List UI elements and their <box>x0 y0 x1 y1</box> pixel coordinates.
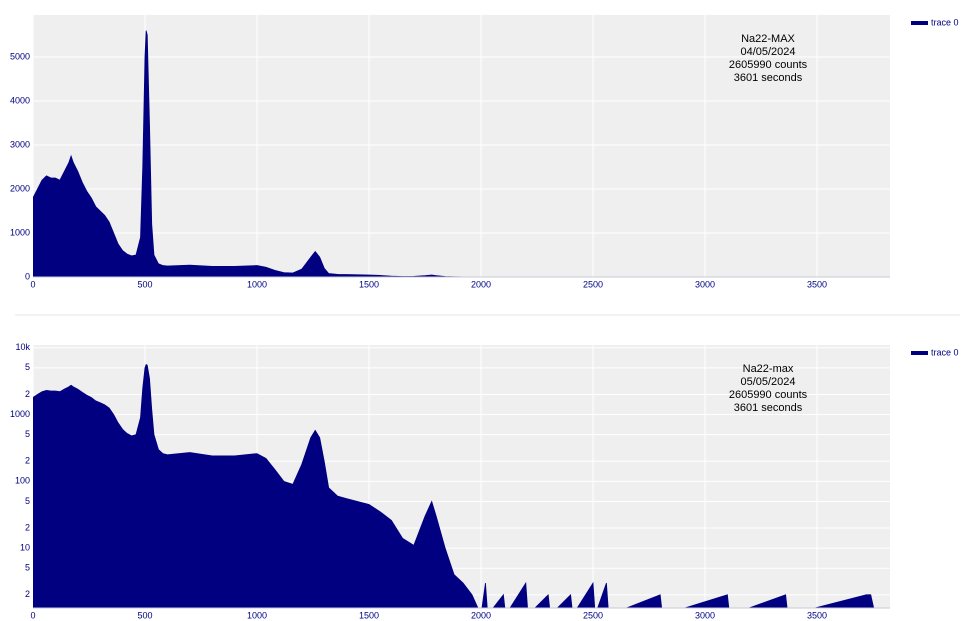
annotation: 04/05/2024 <box>740 46 795 58</box>
y-tick-label: 2 <box>25 389 30 399</box>
x-tick-label: 1500 <box>359 279 379 289</box>
x-tick-label: 3000 <box>695 610 715 620</box>
annotation: 2605990 counts <box>729 389 808 401</box>
x-tick-label: 500 <box>137 610 152 620</box>
x-tick-label: 2000 <box>471 610 491 620</box>
x-tick-label: 2500 <box>583 610 603 620</box>
x-tick-label: 1000 <box>247 610 267 620</box>
x-tick-label: 2500 <box>583 279 603 289</box>
x-tick-label: 3500 <box>807 610 827 620</box>
annotation: Na22-max <box>743 363 794 375</box>
annotation: 3601 seconds <box>734 402 803 414</box>
y-tick-label: 10 <box>20 543 30 553</box>
area <box>33 30 885 277</box>
x-tick-label: 500 <box>137 279 152 289</box>
annotation: 05/05/2024 <box>740 376 795 388</box>
x-tick-label: 3500 <box>807 279 827 289</box>
y-tick-label: 10k <box>15 342 30 352</box>
y-tick-label: 4000 <box>10 95 30 105</box>
x-tick-label: 3000 <box>695 279 715 289</box>
y-tick-label: 1000 <box>10 409 30 419</box>
x-tick-label: 2000 <box>471 279 491 289</box>
y-tick-label: 5 <box>25 496 30 506</box>
y-tick-label: 5 <box>25 429 30 439</box>
y-tick-label: 2 <box>25 589 30 599</box>
y-tick-label: 100 <box>15 476 30 486</box>
y-tick-label: 5 <box>25 563 30 573</box>
legend-label: trace 0 <box>931 347 959 357</box>
chart: 0 500 1000 1500 2000 2500 3000 3500 10k 5 2 1000 5 2 1… <box>10 342 959 620</box>
annotation: 2605990 counts <box>729 59 808 71</box>
x-tick-label: 1500 <box>359 610 379 620</box>
annotation: 3601 seconds <box>734 72 803 84</box>
y-tick-label: 1000 <box>10 227 30 237</box>
y-tick-label: 5 <box>25 362 30 372</box>
annotation: Na22-MAX <box>741 33 795 45</box>
x-tick-label: 0 <box>30 610 35 620</box>
chart: 0 500 1000 1500 2000 2500 3000 3500 0 1000 2000 300… <box>10 15 959 289</box>
x-tick-label: 0 <box>30 279 35 289</box>
y-tick-label: 2 <box>25 456 30 466</box>
y-tick-label: 3000 <box>10 139 30 149</box>
y-tick-label: 2000 <box>10 183 30 193</box>
legend-label: trace 0 <box>931 17 959 27</box>
area <box>33 364 875 608</box>
y-tick-label: 5000 <box>10 51 30 61</box>
x-tick-label: 1000 <box>247 279 267 289</box>
y-tick-label: 0 <box>25 271 30 281</box>
y-tick-label: 2 <box>25 522 30 532</box>
